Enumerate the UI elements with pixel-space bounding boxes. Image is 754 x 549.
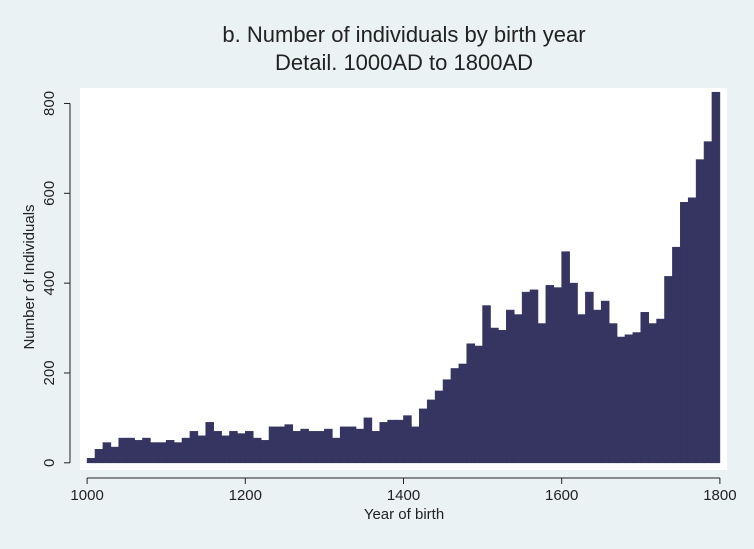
bar	[664, 276, 673, 464]
bar	[521, 291, 531, 464]
bar	[474, 345, 483, 464]
y-tick-label: 0	[41, 459, 58, 467]
bar	[363, 417, 373, 464]
bar	[695, 159, 705, 464]
bar	[300, 428, 309, 464]
bar	[498, 330, 507, 464]
y-tick-label: 400	[41, 271, 58, 296]
x-tick-label: 1400	[387, 487, 420, 504]
bar	[252, 437, 262, 464]
bar	[150, 442, 159, 464]
bar	[387, 419, 396, 464]
y-tick-label: 200	[41, 360, 58, 385]
x-axis-label: Year of birth	[364, 506, 444, 523]
bar	[324, 428, 333, 464]
bar	[245, 431, 254, 464]
bar	[442, 379, 452, 464]
bar	[680, 201, 689, 464]
bar	[545, 285, 555, 464]
y-tick-label: 800	[41, 91, 58, 116]
bar	[656, 318, 665, 464]
bar	[490, 327, 499, 464]
bar	[703, 141, 713, 464]
bar	[260, 440, 270, 464]
bar	[221, 435, 230, 464]
bar	[506, 309, 515, 464]
bar	[118, 437, 127, 464]
bar	[86, 458, 96, 464]
bar	[173, 442, 183, 464]
bar	[585, 291, 594, 464]
bar	[292, 431, 301, 464]
bar	[687, 197, 697, 464]
y-axis-label: Number of Individuals	[21, 204, 38, 349]
bar	[553, 287, 562, 464]
bar	[276, 426, 286, 464]
bar	[332, 437, 341, 464]
bar	[648, 323, 657, 464]
bar	[395, 419, 404, 464]
bar	[403, 415, 412, 464]
bar	[229, 431, 238, 464]
bar	[126, 437, 135, 464]
bar	[450, 368, 460, 464]
y-tick-label: 600	[41, 181, 58, 206]
bar	[189, 431, 199, 464]
bar	[561, 251, 570, 464]
bar	[608, 323, 618, 464]
bar	[711, 91, 721, 464]
bar	[308, 431, 317, 464]
bar	[379, 422, 388, 464]
bar	[624, 334, 634, 464]
bar	[632, 332, 642, 464]
bar	[165, 440, 175, 464]
x-tick-label: 1600	[545, 487, 578, 504]
bar	[426, 399, 436, 464]
bar	[466, 343, 475, 464]
bar	[434, 390, 444, 464]
bar	[537, 323, 547, 464]
bar	[672, 246, 681, 464]
bar	[339, 426, 349, 464]
bar	[205, 422, 214, 464]
bar	[94, 449, 104, 464]
bar	[411, 426, 420, 464]
bar	[284, 424, 294, 464]
x-tick-label: 1200	[229, 487, 262, 504]
bar	[513, 314, 523, 464]
bar	[316, 431, 325, 464]
bar	[616, 336, 626, 464]
x-tick-label: 1800	[703, 487, 736, 504]
chart-subtitle: Detail. 1000AD to 1800AD	[275, 50, 533, 75]
bar	[355, 428, 365, 464]
x-tick-label: 1000	[70, 487, 103, 504]
bar	[577, 314, 586, 464]
bar	[593, 309, 602, 464]
bar	[110, 446, 120, 464]
bar	[569, 282, 578, 464]
bar	[371, 431, 381, 464]
bar	[134, 440, 143, 464]
bar	[600, 300, 610, 464]
bar	[529, 289, 539, 464]
bar	[142, 437, 151, 464]
bar	[268, 426, 278, 464]
bar	[181, 437, 191, 464]
bar	[237, 433, 246, 464]
bar	[347, 426, 357, 464]
bar	[213, 431, 222, 464]
chart-title: b. Number of individuals by birth year	[222, 22, 585, 47]
bar	[640, 312, 649, 464]
bar	[482, 305, 491, 464]
bar	[102, 442, 112, 464]
bar	[197, 435, 207, 464]
bar	[158, 442, 167, 464]
bar	[458, 363, 468, 464]
bar	[419, 408, 428, 464]
